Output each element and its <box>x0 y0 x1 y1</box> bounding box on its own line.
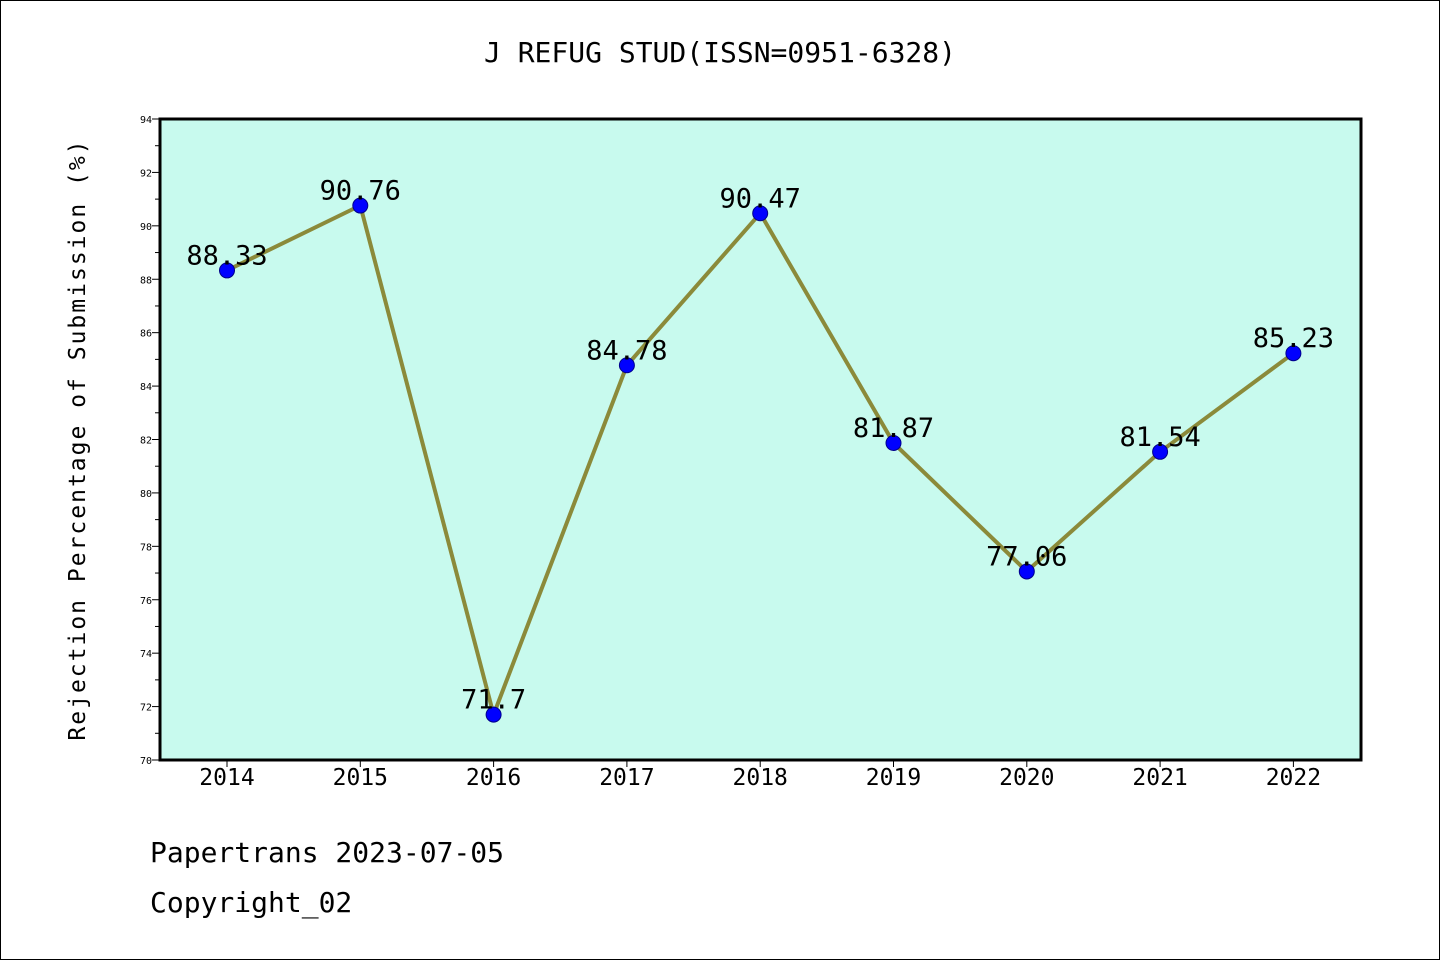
data-point <box>618 357 635 374</box>
y-tick-label: 90 <box>140 222 152 233</box>
data-label: 88.33 <box>186 240 267 271</box>
x-tick-label: 2017 <box>599 765 654 791</box>
y-axis: 70 72 74 76 78 80 82 84 86 88 90 92 94 <box>140 115 160 767</box>
plot-border <box>158 117 1363 762</box>
data-point <box>885 434 902 451</box>
x-tick-label: 2019 <box>866 765 921 791</box>
footer-source: Papertrans 2023-07-05 <box>150 836 505 869</box>
data-point <box>485 706 502 723</box>
footer-copyright: Copyright_02 <box>150 886 353 919</box>
data-point <box>219 262 235 279</box>
y-tick-label: 88 <box>140 275 152 286</box>
data-label: 81.54 <box>1119 422 1200 453</box>
x-tick-label: 2016 <box>466 765 521 791</box>
y-tick-label: 80 <box>140 489 152 500</box>
y-tick-label: 74 <box>140 649 152 660</box>
y-tick-label: 78 <box>140 542 152 553</box>
data-point <box>1152 443 1169 460</box>
data-label: 77.06 <box>986 541 1067 572</box>
y-tick-label: 86 <box>140 329 152 340</box>
x-tick-label: 2015 <box>333 765 388 791</box>
y-tick-label: 84 <box>140 382 152 393</box>
data-label: 85.23 <box>1253 323 1334 354</box>
data-label: 84.78 <box>586 335 667 366</box>
series-group: 88.33 90.76 71.7 84.78 90.47 81.87 77.06 81.54 8… <box>186 176 1334 723</box>
data-label: 81.87 <box>853 413 934 444</box>
x-tick-label: 2022 <box>1266 765 1321 791</box>
data-point <box>1285 345 1302 362</box>
x-tick-label: 2020 <box>999 765 1054 791</box>
y-tick-label: 92 <box>140 168 152 179</box>
y-axis-label: Rejection Percentage of Submission (%) <box>65 138 91 740</box>
data-label: 71.7 <box>461 685 526 716</box>
y-tick-label: 70 <box>140 756 152 767</box>
data-label: 90.47 <box>720 183 801 214</box>
plot-area <box>160 119 1361 760</box>
x-axis: 2014 2015 2016 2017 2018 2019 2020 2021 2022 <box>199 760 1321 791</box>
x-tick-label: 2021 <box>1132 765 1187 791</box>
y-tick-label: 72 <box>140 703 152 714</box>
data-point <box>1018 563 1035 580</box>
data-point <box>352 197 369 214</box>
y-tick-label: 94 <box>140 115 152 126</box>
data-label: 90.76 <box>320 176 401 207</box>
y-tick-label: 82 <box>140 436 152 447</box>
y-tick-label: 76 <box>140 596 152 607</box>
x-tick-label: 2018 <box>733 765 788 791</box>
x-tick-label: 2014 <box>199 765 254 791</box>
chart-title: J REFUG STUD(ISSN=0951-6328) <box>483 36 956 69</box>
data-point <box>752 205 769 222</box>
